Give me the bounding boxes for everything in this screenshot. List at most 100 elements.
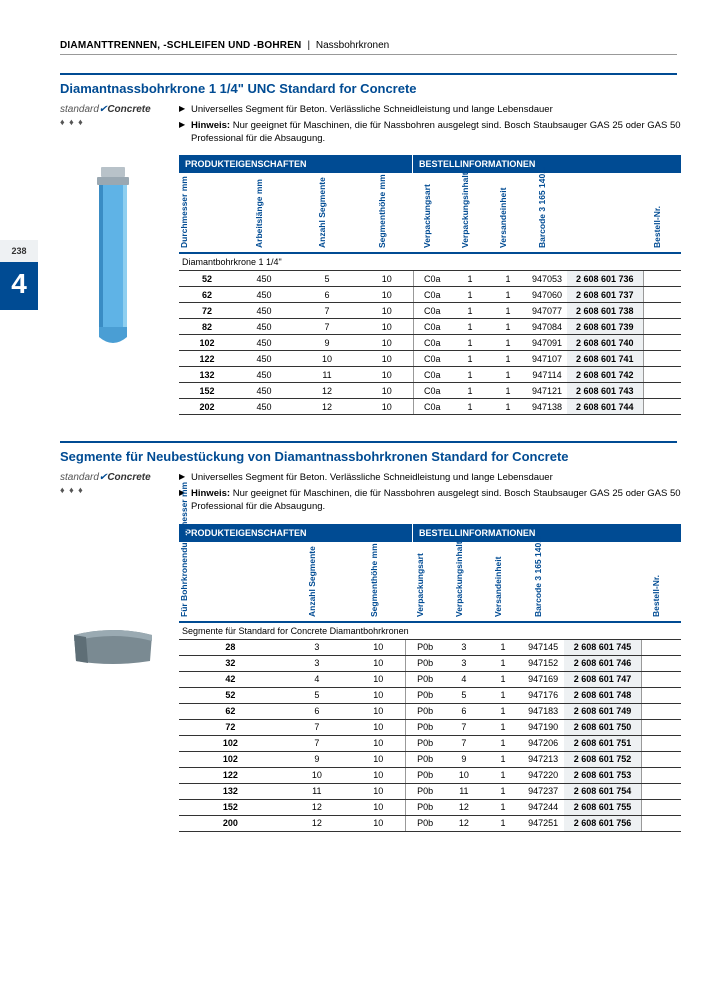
table-cell: 1 <box>489 383 527 399</box>
table-cell: 2 608 601 747 <box>564 671 642 687</box>
table-cell <box>643 335 681 351</box>
table-cell: 200 <box>179 815 282 831</box>
bullet-item: Universelles Segment für Beton. Verlässl… <box>179 104 681 117</box>
table-cell: P0b <box>405 703 444 719</box>
table-cell: 7 <box>282 719 352 735</box>
table-cell: 450 <box>235 319 293 335</box>
table-cell: 10 <box>352 671 405 687</box>
table-row: 62610P0b619471832 608 601 749 <box>179 703 681 719</box>
table-cell: 1 <box>451 383 489 399</box>
table-cell: 10 <box>361 351 413 367</box>
table-cell: 1 <box>451 287 489 303</box>
column-header: Versandeinheit <box>483 542 522 622</box>
table-cell: 32 <box>179 655 282 671</box>
column-header: Versandeinheit <box>489 173 527 253</box>
table-cell: P0b <box>405 783 444 799</box>
table-row: 1521210P0b1219472442 608 601 755 <box>179 799 681 815</box>
table-cell: 10 <box>361 271 413 287</box>
table-cell: 450 <box>235 383 293 399</box>
table-cell: 62 <box>179 287 235 303</box>
column-header: Verpackungsart <box>405 542 444 622</box>
table-cell: 2 608 601 744 <box>567 399 643 415</box>
product-image-segment <box>60 625 165 667</box>
table-cell: 10 <box>352 751 405 767</box>
table-cell: 947190 <box>523 719 564 735</box>
table-cell: 450 <box>235 303 293 319</box>
table-header-bar: PRODUKTEIGENSCHAFTEN BESTELLINFORMATIONE… <box>179 524 681 542</box>
column-header: Barcode 3 165 140... <box>523 542 564 622</box>
table-cell <box>643 287 681 303</box>
table-cell <box>642 719 681 735</box>
product-table: Für Bohrkronendurchmesser mmAnzahl Segme… <box>179 542 681 832</box>
column-header: Anzahl Segmente <box>293 173 361 253</box>
header-category: DIAMANTTRENNEN, -SCHLEIFEN UND -BOHREN <box>60 40 301 51</box>
table-cell: 2 608 601 737 <box>567 287 643 303</box>
table-row: 42410P0b419471692 608 601 747 <box>179 671 681 687</box>
table-cell: 1 <box>489 351 527 367</box>
table-cell: 52 <box>179 271 235 287</box>
column-header: Arbeitslänge mm <box>235 173 293 253</box>
table-row: 1224501010C0a119471072 608 601 741 <box>179 351 681 367</box>
table-cell: 28 <box>179 639 282 655</box>
table-cell: 2 608 601 742 <box>567 367 643 383</box>
bullet-item: Hinweis: Nur geeignet für Maschinen, die… <box>179 120 681 146</box>
table-cell: 4 <box>282 671 352 687</box>
table-cell: 7 <box>444 719 483 735</box>
table-cell: 11 <box>293 367 361 383</box>
table-cell: C0a <box>413 271 451 287</box>
table-cell <box>642 799 681 815</box>
table-cell: 10 <box>352 735 405 751</box>
table-row: 72710P0b719471902 608 601 750 <box>179 719 681 735</box>
table-cell: 1 <box>451 271 489 287</box>
table-cell: 450 <box>235 287 293 303</box>
table-cell: 6 <box>282 703 352 719</box>
bullet-item: Hinweis: Nur geeignet für Maschinen, die… <box>179 488 681 514</box>
table-cell: 42 <box>179 671 282 687</box>
table-cell: C0a <box>413 367 451 383</box>
table-cell: 12 <box>293 399 361 415</box>
column-header: Bestell-Nr. <box>642 542 681 622</box>
table-cell <box>642 703 681 719</box>
table-cell: 12 <box>293 383 361 399</box>
table-cell: 6 <box>293 287 361 303</box>
table-cell: 1 <box>451 399 489 415</box>
table-cell: 1 <box>483 687 522 703</box>
table-cell: 10 <box>352 783 405 799</box>
table-cell: P0b <box>405 687 444 703</box>
table-cell: 1 <box>483 655 522 671</box>
table-cell: 10 <box>444 767 483 783</box>
table-cell <box>642 655 681 671</box>
table-row: 1221010P0b1019472202 608 601 753 <box>179 767 681 783</box>
table-cell: 10 <box>361 383 413 399</box>
table-cell: 1 <box>483 703 522 719</box>
table-cell: 1 <box>483 783 522 799</box>
table-cell: 10 <box>361 287 413 303</box>
table-cell <box>642 735 681 751</box>
table-cell: 2 608 601 748 <box>564 687 642 703</box>
column-header: Anzahl Segmente <box>282 542 352 622</box>
table-row: 52510P0b519471762 608 601 748 <box>179 687 681 703</box>
diamond-icons: ♦ ♦ ♦ <box>60 485 165 495</box>
table-cell: 7 <box>293 303 361 319</box>
table-cell: 1 <box>483 751 522 767</box>
table-cell: 3 <box>282 639 352 655</box>
table-cell: 3 <box>282 655 352 671</box>
table-cell: 947077 <box>527 303 567 319</box>
table-cell <box>642 751 681 767</box>
table-cell: 11 <box>444 783 483 799</box>
column-header: Verpackungsinhalt <box>444 542 483 622</box>
table-cell: 1 <box>483 799 522 815</box>
column-header: Für Bohrkronendurchmesser mm <box>179 542 282 622</box>
page-header: DIAMANTTRENNEN, -SCHLEIFEN UND -BOHREN |… <box>60 40 677 55</box>
chapter-number: 4 <box>0 262 38 310</box>
quality-badge: standard✔Concrete <box>60 104 165 115</box>
table-cell: 1 <box>451 319 489 335</box>
table-cell: 2 608 601 753 <box>564 767 642 783</box>
table-cell: 2 608 601 749 <box>564 703 642 719</box>
table-cell: 1 <box>451 367 489 383</box>
table-cell: C0a <box>413 287 451 303</box>
table-cell: 10 <box>352 655 405 671</box>
table-row: 2024501210C0a119471382 608 601 744 <box>179 399 681 415</box>
table-cell: 450 <box>235 271 293 287</box>
table-subheading: Segmente für Standard for Concrete Diama… <box>179 622 681 640</box>
